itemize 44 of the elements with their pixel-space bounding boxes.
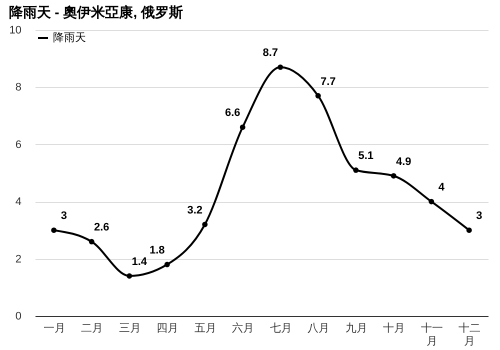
data-label: 1.8: [149, 244, 165, 257]
data-label: 4: [438, 182, 446, 194]
y-tick-label: 8: [15, 82, 22, 94]
point: [126, 273, 132, 279]
point: [164, 262, 170, 268]
data-label: 7.7: [320, 76, 336, 88]
point: [353, 167, 359, 173]
legend-label: 降雨天: [53, 32, 86, 44]
y-tick-label: 4: [15, 196, 22, 208]
x-tick-label: 十一月: [420, 322, 443, 348]
x-tick-label: 四月: [156, 322, 179, 334]
y-tick-label: 2: [15, 253, 22, 266]
point: [390, 173, 396, 179]
data-label: 8.7: [262, 47, 278, 60]
point: [51, 227, 57, 233]
point: [466, 227, 472, 233]
x-tick-label: 二月: [81, 322, 104, 334]
x-tick-label: 三月: [118, 322, 141, 334]
x-tick-label: 七月: [270, 322, 292, 334]
data-label: 1.4: [132, 256, 148, 268]
x-tick-label: 一月: [43, 322, 66, 334]
data-label: 3.2: [187, 204, 203, 216]
point: [88, 238, 94, 244]
chart-title: 降雨天 - 奧伊米亞康, 俄罗斯: [8, 4, 183, 20]
x-tick-label: 五月: [194, 322, 216, 334]
point: [278, 64, 284, 70]
x-tick-label: 六月: [232, 322, 254, 334]
x-tick-label: 十月: [383, 322, 406, 334]
data-label: 3: [476, 210, 482, 222]
x-tick-label: 九月: [345, 322, 368, 334]
x-tick-label: 八月: [308, 322, 330, 334]
data-label: 4.9: [396, 156, 412, 168]
data-label: 2.6: [94, 222, 110, 234]
y-tick-label: 6: [15, 138, 22, 151]
data-label: 6.6: [224, 107, 240, 120]
y-tick-label: 0: [15, 310, 22, 322]
point: [428, 198, 434, 204]
point: [315, 93, 321, 99]
data-label: 5.1: [358, 150, 374, 162]
point: [240, 124, 246, 130]
data-label: 3: [60, 210, 67, 222]
point: [202, 222, 208, 228]
x-tick-label: 十二月: [458, 322, 481, 348]
y-tick-label: 10: [9, 24, 22, 36]
